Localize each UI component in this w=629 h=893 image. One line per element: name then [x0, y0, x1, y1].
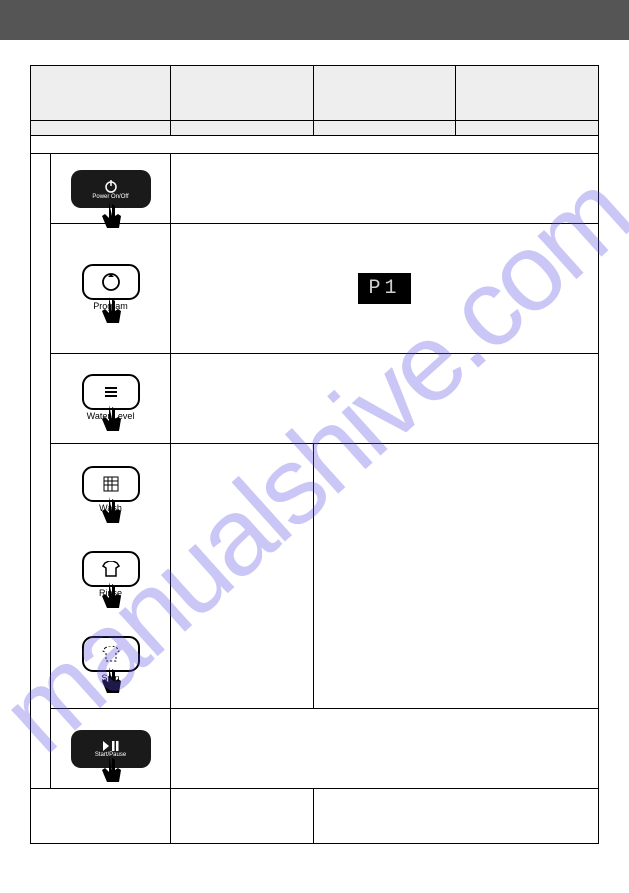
page-content: Power On/Off Program	[0, 40, 629, 864]
start-row: Start/Pause	[31, 709, 599, 789]
grid-icon	[102, 475, 120, 493]
header-row-2	[31, 121, 599, 136]
cycle-icon	[100, 271, 122, 293]
start-button[interactable]: Start/Pause	[71, 730, 151, 768]
power-label: Power On/Off	[92, 194, 128, 200]
bottom-row	[31, 789, 599, 844]
shirt-icon	[101, 561, 121, 577]
program-button[interactable]: Program	[82, 264, 140, 311]
playpause-icon	[101, 740, 121, 752]
header-bar	[0, 0, 629, 40]
wash-button[interactable]: Wash	[82, 466, 140, 513]
rinse-label: Rinse	[82, 588, 140, 598]
main-table: Power On/Off Program	[30, 65, 599, 844]
waterlevel-label: Water Level	[82, 411, 140, 421]
display-p1: P1	[358, 273, 410, 304]
waterlevel-button[interactable]: Water Level	[82, 374, 140, 421]
waterlevel-row: Water Level	[31, 354, 599, 444]
wash-label: Wash	[82, 503, 140, 513]
header-row-1	[31, 66, 599, 121]
power-icon	[103, 178, 119, 194]
spacer-row	[31, 136, 599, 154]
dotshirt-icon	[101, 646, 121, 662]
program-row: Program P1	[31, 224, 599, 354]
power-button[interactable]: Power On/Off	[71, 170, 151, 208]
spin-label: Spin	[82, 673, 140, 683]
spin-button[interactable]: Spin	[82, 636, 140, 683]
start-label: Start/Pause	[95, 752, 126, 758]
power-row: Power On/Off	[31, 154, 599, 224]
wash-rinse-spin-row: Wash Rinse	[31, 444, 599, 709]
program-label: Program	[82, 301, 140, 311]
lines-icon	[102, 385, 120, 399]
rinse-button[interactable]: Rinse	[82, 551, 140, 598]
